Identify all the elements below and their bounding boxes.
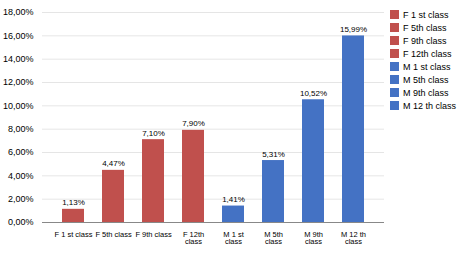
svg-text:4,00%: 4,00% [8, 171, 34, 181]
svg-text:4,47%: 4,47% [102, 159, 125, 168]
svg-text:16,00%: 16,00% [3, 31, 34, 41]
html-text:M 12 th class: M 12 th class [403, 100, 456, 111]
svg-text:F 12thclass: F 12thclass [183, 230, 204, 247]
svg-text:12,00%: 12,00% [3, 77, 34, 87]
svg-text:6,00%: 6,00% [8, 147, 34, 157]
svg-text:F 9th class: F 9th class [135, 230, 172, 239]
html-text:M 9th class: M 9th class [403, 87, 449, 98]
svg-text:2,00%: 2,00% [8, 194, 34, 204]
html-text:M 1 st class: M 1 st class [403, 61, 451, 72]
svg-text:M 1 stclass: M 1 stclass [223, 230, 244, 247]
svg-text:7,10%: 7,10% [142, 129, 165, 138]
html-text:F 5th class: F 5th class [403, 22, 447, 33]
svg-text:1,41%: 1,41% [222, 195, 245, 204]
svg-text:M 5thclass: M 5thclass [264, 230, 283, 247]
html-text:F 9th class: F 9th class [403, 35, 447, 46]
svg-text:10,52%: 10,52% [300, 89, 327, 98]
svg-text:M 9thclass: M 9thclass [304, 230, 323, 247]
svg-text:F 5th class: F 5th class [95, 230, 132, 239]
svg-text:5,31%: 5,31% [262, 150, 285, 159]
html-text:F 1 st class: F 1 st class [403, 9, 449, 20]
svg-text:18,00%: 18,00% [3, 7, 34, 17]
svg-text:15,99%: 15,99% [340, 25, 367, 34]
svg-text:10,00%: 10,00% [3, 101, 34, 111]
svg-text:14,00%: 14,00% [3, 54, 34, 64]
svg-text:7,90%: 7,90% [182, 119, 205, 128]
svg-text:1,13%: 1,13% [62, 198, 85, 207]
html-text:M 5th class: M 5th class [403, 74, 449, 85]
svg-text:8,00%: 8,00% [8, 124, 34, 134]
svg-text:M 12 thclass: M 12 thclass [341, 230, 366, 247]
svg-text:0,00%: 0,00% [8, 217, 34, 227]
svg-text:F 1 st class: F 1 st class [55, 230, 93, 239]
html-text:F 12th class: F 12th class [403, 48, 452, 59]
